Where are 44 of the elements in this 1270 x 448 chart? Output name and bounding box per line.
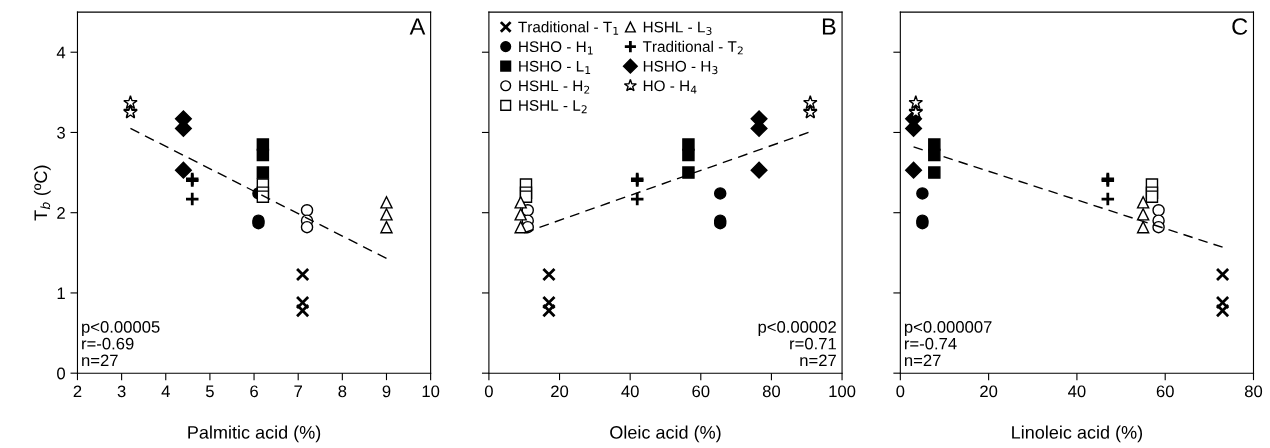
y-tick-label: 4 bbox=[56, 46, 66, 59]
legend-label: HSHL - L$_{3}$ bbox=[643, 21, 712, 35]
x-tick-label: 80 bbox=[1244, 385, 1263, 398]
x-tick-label: 10 bbox=[422, 385, 440, 398]
legend-label: HSHO - L$_{1}$ bbox=[519, 60, 591, 74]
x-tick-label: 40 bbox=[1068, 385, 1086, 398]
x-tick-label: 2 bbox=[73, 385, 82, 398]
x-tick-label: 60 bbox=[1156, 385, 1174, 398]
chart-title: B bbox=[822, 18, 836, 35]
chart-title: A bbox=[409, 18, 426, 35]
x-tick-label: 9 bbox=[382, 385, 391, 398]
annotation: p<0.000007 r=-0.74 n=27 bbox=[904, 320, 992, 367]
legend-label: HSHL - H$_{2}$ bbox=[519, 80, 590, 94]
x-tick-label: 60 bbox=[692, 385, 710, 398]
legend-label: HSHO - H$_{3}$ bbox=[643, 60, 718, 75]
y-tick-label: 2 bbox=[57, 207, 65, 219]
x-tick-label: 8 bbox=[338, 385, 347, 398]
x-tick-label: 3 bbox=[117, 385, 126, 398]
x-tick-label: 4 bbox=[161, 385, 170, 398]
x-tick-label: 5 bbox=[205, 385, 214, 398]
x-axis-title: Oleic acid (%) bbox=[610, 425, 721, 443]
x-tick-label: 100 bbox=[829, 385, 856, 398]
x-tick-label: 0 bbox=[484, 385, 493, 398]
x-tick-label: 6 bbox=[250, 385, 258, 398]
x-tick-label: 20 bbox=[980, 385, 998, 398]
x-tick-label: 7 bbox=[294, 385, 302, 398]
legend-label: Traditional - T$_{2}$ bbox=[642, 40, 743, 55]
legend-label: HSHL - L$_{2}$ bbox=[519, 100, 587, 114]
x-tick-label: 0 bbox=[896, 385, 905, 398]
legend-label: HSHO - H$_{1}$ bbox=[519, 41, 593, 55]
legend-label: Traditional - T$_{1}$ bbox=[518, 21, 619, 35]
annotation: p<0.00002 r=0.71 n=27 bbox=[758, 320, 836, 367]
y-tick-label: 1 bbox=[57, 287, 65, 299]
x-axis-title: Linoleic acid (%) bbox=[1012, 425, 1143, 443]
chart-title: C bbox=[1232, 18, 1248, 35]
x-axis-title: Palmitic acid (%) bbox=[188, 425, 321, 443]
x-tick-label: 20 bbox=[551, 385, 569, 398]
x-tick-label: 80 bbox=[762, 385, 781, 398]
y-tick-label: 0 bbox=[57, 367, 66, 380]
y-axis-title: T$_{b}$ (ºC) bbox=[33, 165, 51, 221]
annotation: p<0.00005 r=-0.69 n=27 bbox=[82, 320, 160, 367]
x-tick-label: 40 bbox=[621, 385, 639, 398]
legend-label: HO - H$_{4}$ bbox=[643, 80, 697, 94]
y-tick-label: 3 bbox=[57, 126, 65, 139]
